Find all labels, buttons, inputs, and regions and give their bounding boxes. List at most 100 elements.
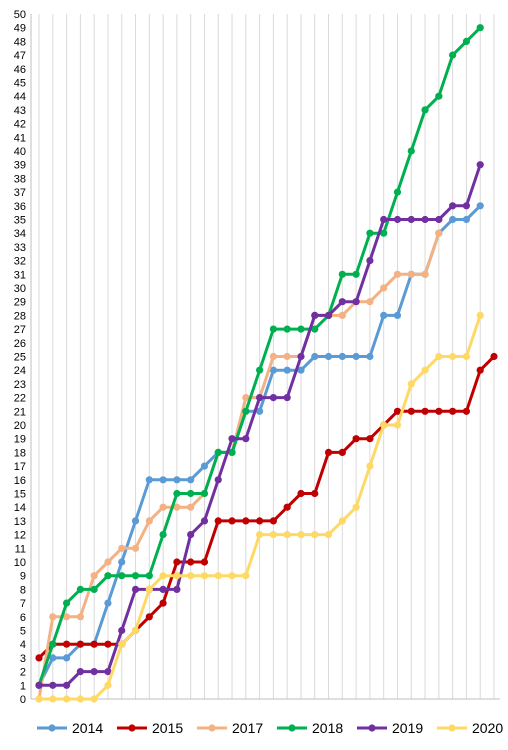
data-point (159, 476, 167, 484)
data-point (311, 531, 319, 539)
data-point (297, 325, 305, 333)
data-point (49, 613, 57, 621)
data-point (283, 503, 291, 511)
y-tick-label: 42 (14, 119, 26, 131)
data-point (131, 517, 140, 525)
data-point (421, 270, 429, 278)
data-point (449, 407, 457, 415)
y-tick-label: 2 (20, 667, 26, 679)
y-tick-label: 13 (14, 516, 26, 528)
series-2015 (35, 352, 498, 662)
data-point (324, 352, 333, 361)
data-point (173, 476, 181, 484)
data-point (324, 311, 333, 319)
data-point (490, 352, 498, 361)
data-point (352, 435, 360, 443)
y-tick-label: 23 (14, 379, 26, 391)
data-point (76, 695, 84, 703)
y-tick-label: 4 (20, 639, 26, 651)
data-point (407, 407, 415, 415)
data-point (462, 352, 471, 361)
data-point (104, 668, 112, 676)
data-point (324, 448, 333, 456)
data-point (256, 394, 264, 402)
data-point (187, 503, 195, 511)
y-tick-label: 46 (14, 64, 26, 76)
data-point (297, 531, 305, 539)
data-point (104, 640, 112, 648)
data-point (269, 517, 277, 525)
data-point (242, 394, 250, 402)
data-point (173, 503, 181, 511)
data-point (145, 476, 153, 484)
data-point (228, 435, 236, 443)
data-point (380, 421, 388, 429)
data-point (173, 558, 181, 566)
y-tick-label: 35 (14, 215, 26, 227)
data-point (311, 352, 319, 361)
legend-label: 2018 (312, 720, 343, 736)
data-point (338, 298, 346, 306)
data-point (435, 215, 443, 224)
data-point (407, 380, 415, 388)
data-point (104, 558, 112, 566)
y-tick-label: 25 (14, 352, 26, 364)
data-point (311, 311, 319, 319)
data-point (338, 448, 346, 456)
series-line (37, 355, 496, 660)
data-point (49, 695, 57, 703)
data-point (256, 366, 264, 374)
data-point (269, 352, 277, 361)
data-point (214, 448, 222, 456)
y-tick-label: 40 (14, 146, 26, 158)
data-point (256, 531, 264, 539)
data-point (90, 572, 98, 580)
legend-swatch-marker (448, 724, 456, 732)
series-2018 (35, 24, 484, 689)
data-point (297, 366, 305, 374)
data-point (476, 202, 484, 210)
data-point (256, 517, 264, 525)
data-point (352, 270, 360, 278)
y-tick-label: 17 (14, 461, 26, 473)
chart-legend: 2014 2015 2017 2018 2019 2020 (37, 720, 503, 736)
data-point (269, 325, 277, 333)
y-tick-label: 18 (14, 447, 26, 459)
data-point (283, 394, 291, 402)
data-point (118, 558, 126, 566)
data-point (435, 352, 443, 361)
data-point (242, 407, 250, 415)
y-tick-label: 8 (20, 584, 26, 596)
data-point (283, 352, 291, 361)
y-tick-label: 36 (14, 201, 26, 213)
data-point (90, 668, 98, 676)
y-tick-label: 7 (20, 598, 26, 610)
data-point (104, 572, 112, 580)
data-point (476, 161, 484, 169)
data-point (380, 229, 388, 237)
data-point (256, 407, 264, 415)
data-point (49, 681, 57, 689)
y-tick-label: 49 (14, 23, 26, 35)
data-point (187, 531, 195, 539)
data-point (407, 147, 415, 155)
data-point (159, 531, 167, 539)
data-point (118, 626, 126, 635)
data-point (35, 681, 43, 689)
data-point (62, 613, 71, 621)
legend-item-2015: 2015 (117, 720, 183, 736)
data-point (118, 544, 126, 552)
data-point (435, 229, 443, 237)
data-point (76, 640, 84, 648)
legend-item-2014: 2014 (37, 720, 103, 736)
data-point (62, 599, 71, 607)
data-point (62, 681, 71, 689)
y-tick-label: 26 (14, 338, 26, 350)
data-point (449, 51, 457, 59)
data-point (366, 435, 374, 443)
chart-axes: 0123456789101112131415161718192021222324… (14, 9, 500, 706)
data-point (228, 448, 236, 456)
data-point (283, 531, 291, 539)
data-point (200, 462, 209, 470)
chart-grid (38, 14, 495, 699)
